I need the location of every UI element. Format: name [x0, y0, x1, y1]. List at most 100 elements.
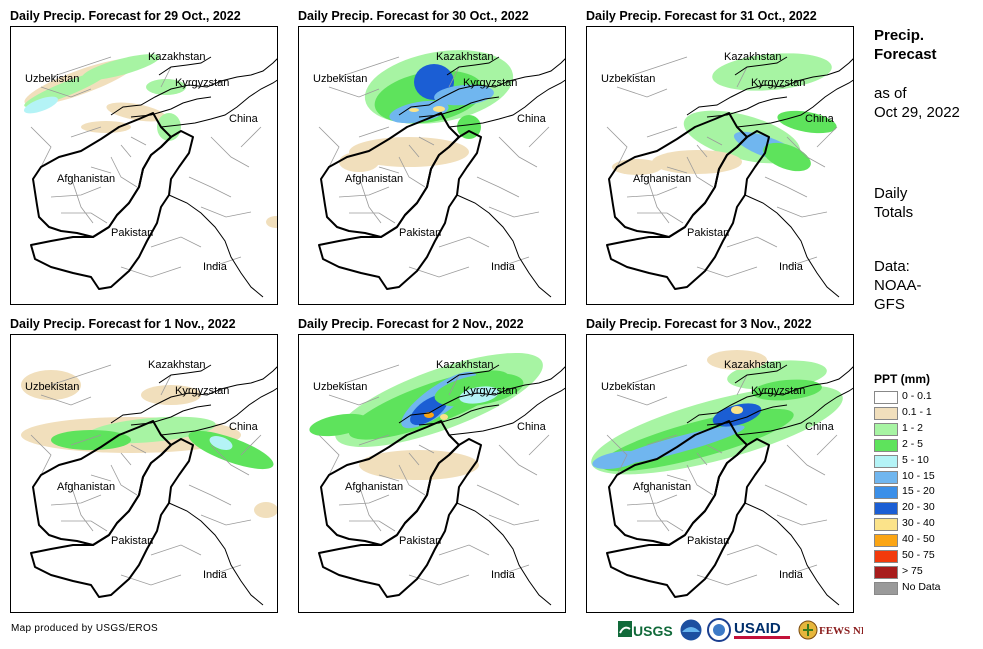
precip-map [591, 350, 853, 606]
country-label-china: China [229, 421, 258, 433]
precip-map [606, 53, 853, 298]
country-label-afghanistan: Afghanistan [345, 173, 404, 185]
precip-area [592, 451, 642, 469]
legend-label: 2 - 5 [902, 437, 924, 450]
pakistan-border [606, 438, 770, 598]
india-border [744, 502, 840, 606]
precip-area [254, 502, 277, 518]
precip-area [146, 79, 186, 95]
map-panel: Daily Precip. Forecast for 1 Nov., 2022 K… [10, 317, 278, 613]
country-label-india: India [779, 261, 803, 273]
pakistan-border [30, 438, 194, 598]
pakistan-border [30, 130, 194, 290]
country-label-kazakhstan: Kazakhstan [436, 51, 494, 63]
country-label-china: China [517, 421, 546, 433]
precip-area [440, 414, 448, 420]
usgs-logo: USGS [618, 617, 678, 643]
legend-swatch [874, 486, 898, 500]
precip-area [409, 108, 419, 112]
province-boundaries [606, 364, 838, 586]
legend-swatch [874, 534, 898, 548]
country-label-uzbekistan: Uzbekistan [313, 73, 368, 85]
country-label-afghanistan: Afghanistan [57, 481, 116, 493]
map-panel: Daily Precip. Forecast for 29 Oct., 2022… [10, 9, 278, 305]
legend-title: PPT (mm) [874, 372, 931, 386]
legend-label: No Data [902, 580, 941, 593]
country-label-kazakhstan: Kazakhstan [724, 51, 782, 63]
precip-area [777, 110, 837, 134]
china-border [160, 79, 277, 128]
country-label-kyrgyzstan: Kyrgyzstan [463, 77, 518, 89]
country-label-china: China [805, 421, 834, 433]
province-boundaries [30, 364, 262, 586]
map-panel-title: Daily Precip. Forecast for 2 Nov., 2022 [298, 317, 524, 331]
precip-area [23, 96, 59, 114]
sidebar-title-line2: Forecast [874, 46, 937, 63]
country-label-pakistan: Pakistan [111, 535, 154, 547]
legend-swatch [874, 565, 898, 579]
precip-area [339, 152, 379, 172]
pakistan-border [318, 438, 482, 598]
legend-swatch [874, 438, 898, 452]
legend-label: > 75 [902, 564, 923, 577]
country-label-kyrgyzstan: Kyrgyzstan [463, 385, 518, 397]
precip-map [318, 50, 565, 298]
country-label-uzbekistan: Uzbekistan [601, 73, 656, 85]
precip-area [82, 54, 160, 80]
noaa-logo [678, 617, 704, 643]
legend-swatch [874, 454, 898, 468]
precip-area [106, 102, 166, 122]
daily-totals-line1: Daily [874, 185, 908, 202]
daily-totals-line2: Totals [874, 204, 914, 221]
precip-area [389, 100, 449, 124]
map-panel-title: Daily Precip. Forecast for 3 Nov., 2022 [586, 317, 812, 331]
map-panel: Daily Precip. Forecast for 3 Nov., 2022 K… [586, 317, 854, 613]
fews-net-logo: FEWS NET [798, 617, 876, 643]
precip-area [141, 385, 201, 405]
legend-label: 15 - 20 [902, 485, 935, 498]
usaid-logo: USAID [734, 617, 796, 643]
precip-area [51, 430, 131, 450]
map-panel-title: Daily Precip. Forecast for 31 Oct., 2022 [586, 9, 817, 23]
country-label-india: India [491, 261, 515, 273]
map-credit: Map produced by USGS/EROS [11, 623, 159, 634]
province-boundaries [318, 56, 550, 278]
country-label-china: China [229, 113, 258, 125]
india-border [456, 502, 552, 606]
country-label-pakistan: Pakistan [399, 227, 442, 239]
country-label-afghanistan: Afghanistan [633, 173, 692, 185]
india-border [168, 194, 264, 298]
map-panel-title: Daily Precip. Forecast for 30 Oct., 2022 [298, 9, 529, 23]
country-label-kyrgyzstan: Kyrgyzstan [751, 77, 806, 89]
country-label-afghanistan: Afghanistan [345, 481, 404, 493]
province-boundaries [606, 56, 838, 278]
legend-label: 1 - 2 [902, 421, 924, 434]
country-label-china: China [517, 113, 546, 125]
country-label-kyrgyzstan: Kyrgyzstan [175, 77, 230, 89]
precip-area [434, 84, 494, 106]
country-label-kazakhstan: Kazakhstan [724, 359, 782, 371]
country-label-pakistan: Pakistan [399, 535, 442, 547]
map-panel: Daily Precip. Forecast for 2 Nov., 2022 K… [298, 317, 566, 613]
precip-area [209, 436, 233, 450]
data-source-line3: GFS [874, 296, 905, 313]
country-label-china: China [805, 113, 834, 125]
country-label-kyrgyzstan: Kyrgyzstan [175, 385, 230, 397]
usgs-logo-text: USGS [633, 623, 673, 639]
country-label-kyrgyzstan: Kyrgyzstan [751, 385, 806, 397]
china-border [736, 79, 853, 128]
legend-label: 0 - 0.1 [902, 390, 932, 402]
legend-swatch [874, 518, 898, 532]
map-frame: Kazakhstan Uzbekistan Kyrgyzstan China Afgha… [586, 26, 854, 305]
map-panel: Daily Precip. Forecast for 30 Oct., 2022… [298, 9, 566, 305]
country-label-uzbekistan: Uzbekistan [25, 381, 80, 393]
legend-swatch [874, 550, 898, 563]
china-border [448, 387, 565, 436]
country-label-pakistan: Pakistan [111, 227, 154, 239]
precip-map [23, 54, 277, 298]
india-border [744, 194, 840, 298]
precip-area [712, 403, 762, 427]
country-label-india: India [491, 569, 515, 581]
country-label-afghanistan: Afghanistan [57, 173, 116, 185]
precip-area [309, 413, 369, 437]
